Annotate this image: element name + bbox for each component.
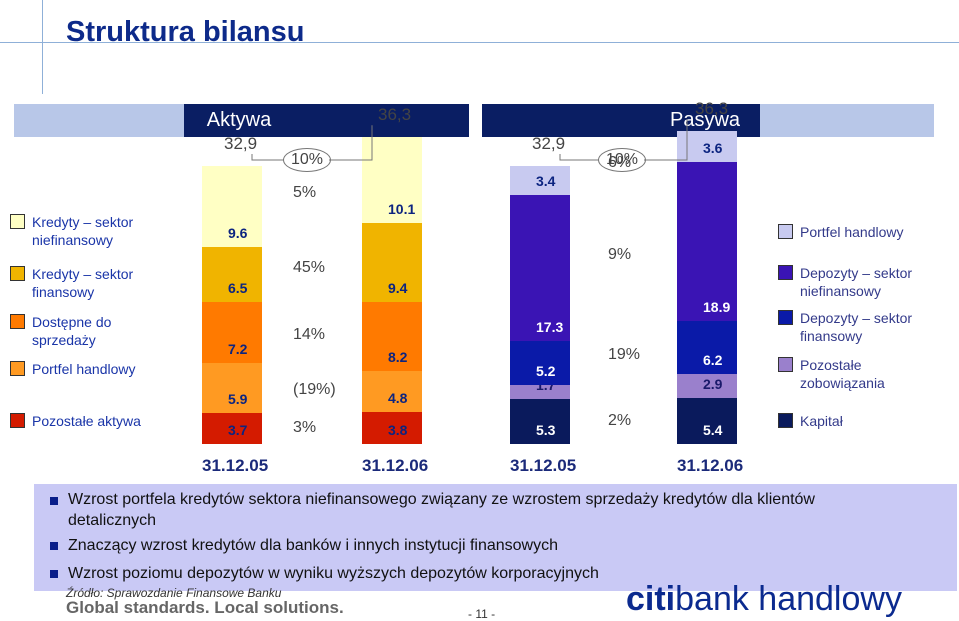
data-label: 7.2 bbox=[228, 340, 248, 357]
legend-label-trading-portfolio-liab: Portfel handlowy bbox=[800, 224, 904, 240]
change-label: 45% bbox=[293, 259, 326, 277]
total-connector-path bbox=[559, 119, 688, 161]
bar-segment bbox=[202, 247, 262, 303]
legend-label-other-assets: Pozostałe aktywa bbox=[32, 413, 141, 429]
data-label: 2.9 bbox=[703, 376, 723, 393]
bar-segment bbox=[362, 302, 422, 372]
bar-total-label: 36,3 bbox=[378, 105, 412, 125]
bar-total-label: 32,9 bbox=[532, 133, 566, 153]
legend-swatch-loans-financial bbox=[10, 266, 25, 281]
change-label: 19% bbox=[608, 346, 641, 364]
note-1: Wzrost portfela kredytów sektora niefina… bbox=[68, 491, 815, 508]
bar-total-label: 36,3 bbox=[695, 99, 729, 119]
bar-segment bbox=[362, 371, 422, 412]
data-label: 3.6 bbox=[703, 139, 723, 156]
legend-label-trading-portfolio-assets: Portfel handlowy bbox=[32, 361, 136, 377]
legend-swatch-deposits-nonfinancial bbox=[778, 265, 793, 280]
legend-swatch-trading-portfolio-assets bbox=[10, 361, 25, 376]
bar-segment bbox=[202, 362, 262, 413]
legend-label-loans-financial: Kredyty – sektor finansowy bbox=[32, 266, 134, 300]
legend-swatch-other-liabilities bbox=[778, 357, 793, 372]
bar-segment bbox=[510, 399, 570, 444]
data-label: 10.1 bbox=[388, 200, 416, 217]
legend-label-available-for-sale: Dostępne do sprzedaży bbox=[32, 314, 112, 348]
page-title: Struktura bilansu bbox=[66, 16, 305, 48]
assets-section-label: Aktywa bbox=[206, 109, 272, 131]
data-label: 8.2 bbox=[388, 349, 408, 366]
bar-segment bbox=[202, 302, 262, 363]
decor-vertical-line bbox=[42, 0, 43, 94]
change-label: 5% bbox=[293, 184, 317, 202]
notes-box: Wzrost portfela kredytów sektora niefina… bbox=[34, 484, 957, 591]
legend-swatch-other-assets bbox=[10, 413, 25, 428]
bar-segment bbox=[362, 411, 422, 444]
x-tick-label: 31.12.05 bbox=[510, 456, 577, 475]
data-label: 3.7 bbox=[228, 422, 248, 438]
data-label: 6.5 bbox=[228, 280, 248, 297]
change-label: 9% bbox=[608, 245, 632, 263]
bar-segment bbox=[677, 398, 737, 444]
brand-logo: citibank handlowy bbox=[626, 580, 902, 619]
data-label: 9.4 bbox=[388, 280, 408, 297]
source-note: Źródło: Sprawozdanie Finansowe Banku bbox=[66, 586, 282, 600]
tagline: Global standards. Local solutions. bbox=[66, 598, 344, 617]
bar-segment bbox=[677, 161, 737, 322]
bar-segment bbox=[510, 384, 570, 400]
brand-logo-rest: bank handlowy bbox=[675, 580, 902, 618]
bullet-icon bbox=[50, 570, 58, 578]
data-label: 5.2 bbox=[536, 362, 556, 379]
bar-segment bbox=[677, 373, 737, 399]
data-label: 5.4 bbox=[703, 422, 723, 438]
bar-segment bbox=[510, 165, 570, 195]
data-label: 18.9 bbox=[703, 299, 731, 316]
data-label: 17.3 bbox=[536, 318, 564, 335]
assets-band-light bbox=[14, 104, 184, 137]
brand-logo-citi: citi bbox=[626, 580, 676, 618]
note-3: Wzrost poziomu depozytów w wyniku wyższy… bbox=[68, 565, 599, 582]
data-label: 9.6 bbox=[228, 225, 248, 242]
legend-label-other-liabilities: Pozostałe zobowiązania bbox=[800, 357, 885, 391]
page-number: - 11 - bbox=[468, 607, 496, 621]
bar-segment bbox=[362, 222, 422, 303]
bar-segment bbox=[677, 321, 737, 374]
bar-total-label: 32,9 bbox=[224, 133, 258, 153]
change-label: 2% bbox=[608, 412, 632, 430]
data-label: 3.8 bbox=[388, 422, 408, 438]
note-2: Znaczący wzrost kredytów dla banków i in… bbox=[68, 537, 558, 554]
bullet-icon bbox=[50, 497, 58, 505]
bar-segment bbox=[510, 340, 570, 385]
liabilities-band-light bbox=[760, 104, 934, 137]
legend-label-equity: Kapitał bbox=[800, 413, 843, 429]
total-connector-path bbox=[251, 125, 373, 161]
bullet-icon bbox=[50, 542, 58, 550]
legend-swatch-loans-nonfinancial bbox=[10, 214, 25, 229]
change-label: 14% bbox=[293, 325, 326, 343]
bar-segment bbox=[202, 165, 262, 248]
decor-horizontal-line bbox=[0, 42, 959, 43]
change-label: (19%) bbox=[293, 380, 336, 398]
bar-segment bbox=[202, 412, 262, 444]
data-label: 4.8 bbox=[388, 389, 408, 406]
note-1-cont: detalicznych bbox=[68, 512, 157, 529]
legend-swatch-trading-portfolio-liab bbox=[778, 224, 793, 239]
data-label: 5.9 bbox=[228, 390, 248, 407]
data-label: 3.4 bbox=[536, 172, 556, 189]
x-tick-label: 31.12.05 bbox=[202, 456, 269, 475]
legend-label-deposits-nonfinancial: Depozyty – sektor niefinansowy bbox=[800, 265, 913, 299]
legend-label-deposits-financial: Depozyty – sektor finansowy bbox=[800, 310, 913, 344]
legend-swatch-deposits-financial bbox=[778, 310, 793, 325]
bar-segment bbox=[510, 194, 570, 341]
data-label: 5.3 bbox=[536, 422, 556, 438]
legend-swatch-available-for-sale bbox=[10, 314, 25, 329]
x-tick-label: 31.12.06 bbox=[362, 456, 429, 475]
legend-swatch-equity bbox=[778, 413, 793, 428]
change-label: 3% bbox=[293, 419, 317, 437]
data-label: 6.2 bbox=[703, 351, 723, 368]
legend-label-loans-nonfinancial: Kredyty – sektor niefinansowy bbox=[32, 214, 134, 248]
x-tick-label: 31.12.06 bbox=[677, 456, 744, 475]
